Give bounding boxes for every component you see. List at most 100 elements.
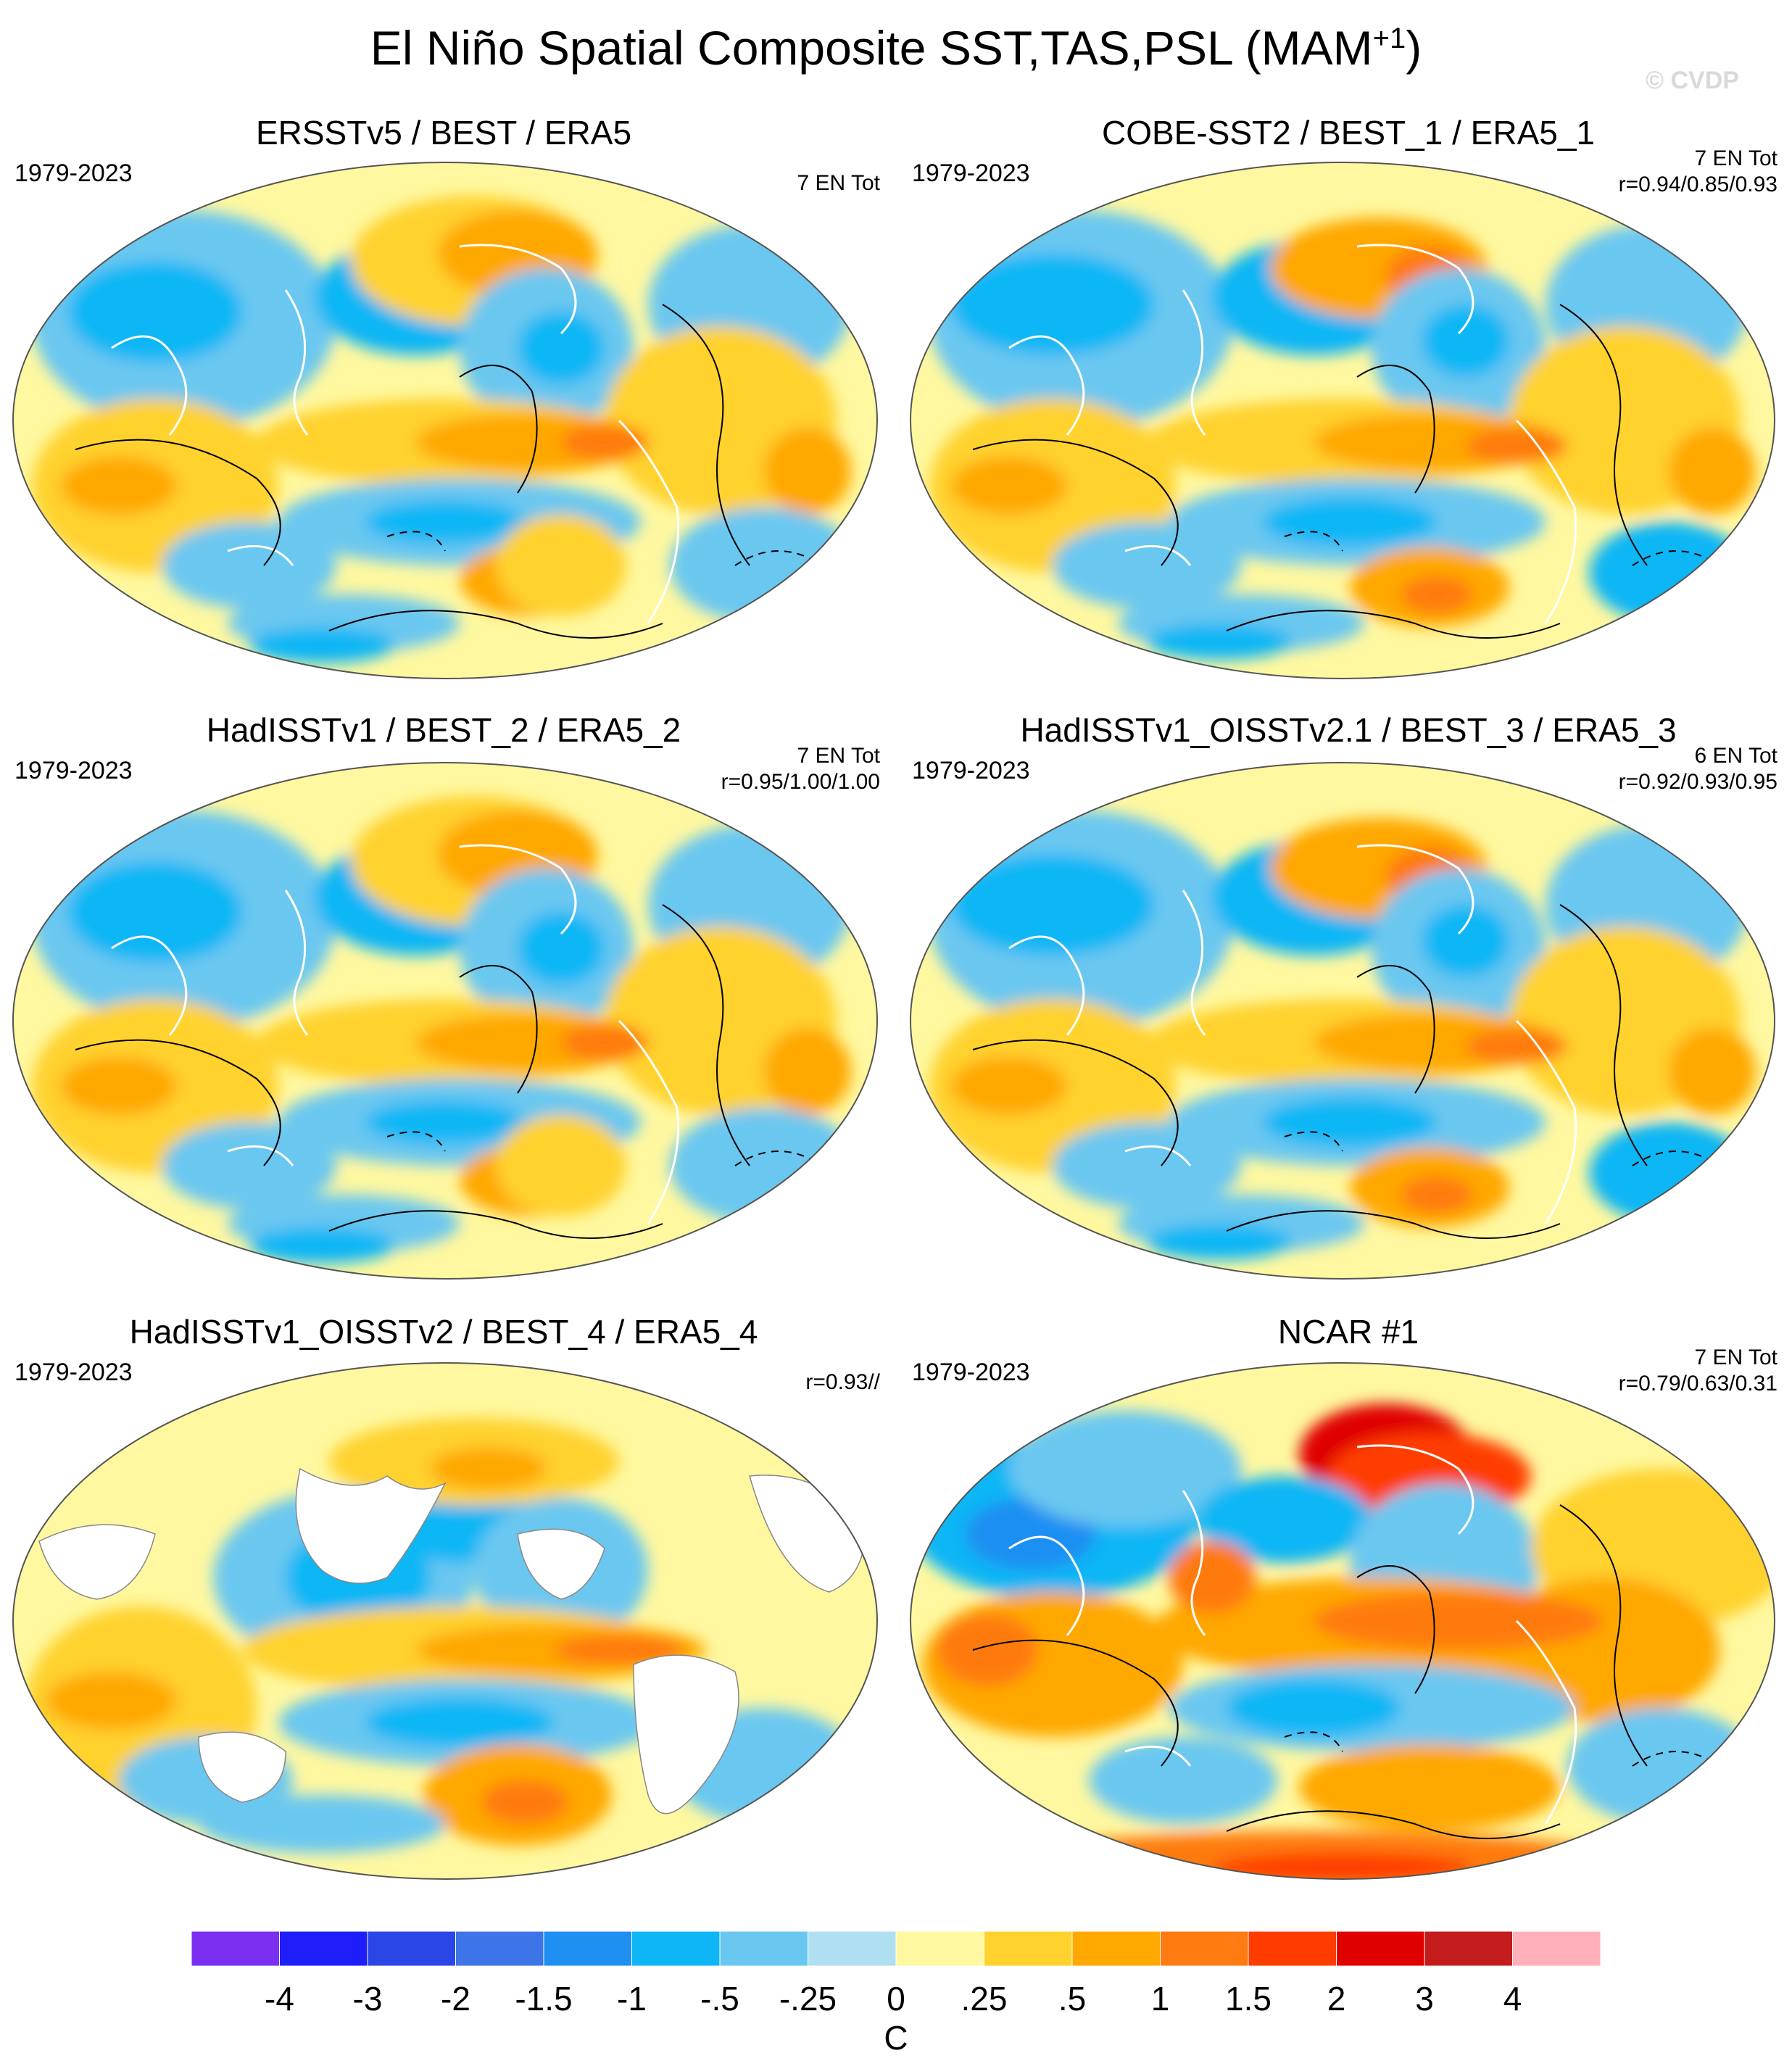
coastline — [1182, 289, 1206, 436]
period-label: 1979-2023 — [912, 1359, 1030, 1386]
anomaly-region — [1401, 1177, 1473, 1213]
colorbar-tick-label: 1 — [1150, 1980, 1170, 2018]
colorbar-tick-label: -1.5 — [515, 1980, 573, 2018]
psl-contour — [972, 1039, 1179, 1166]
anomaly-region — [1053, 1122, 1241, 1209]
anomaly-region — [554, 1635, 684, 1664]
psl-contour — [459, 365, 538, 494]
colorbar-tick-label: 0 — [887, 1980, 905, 2018]
anomaly-region — [1422, 304, 1509, 377]
composite-map — [12, 1362, 879, 1880]
anomaly-region — [1147, 623, 1292, 660]
anomaly-region — [68, 261, 242, 362]
colorbar-tick-label: 2 — [1327, 1980, 1346, 2018]
anomaly-region — [365, 1100, 525, 1144]
colorbar-tick-label: -2 — [441, 1980, 470, 2018]
coastline — [1124, 1145, 1192, 1166]
colorbar-tick-label: .25 — [961, 1980, 1008, 2018]
pattern-correlation: r=0.95/1.00/1.00 — [721, 770, 880, 794]
anomaly-region — [951, 1057, 1067, 1115]
anomaly-region — [249, 1227, 394, 1264]
anomaly-region — [1401, 576, 1473, 613]
figure-title: El Niño Spatial Composite SST,TAS,PSL (M… — [370, 21, 1422, 75]
anomaly-region — [1466, 428, 1567, 463]
colorbar-swatch — [543, 1931, 632, 1967]
anomaly-region — [561, 1025, 648, 1060]
composite-map — [909, 162, 1776, 679]
anomaly-region — [365, 500, 525, 544]
anomaly-region — [951, 457, 1067, 515]
psl-contour — [1356, 365, 1435, 494]
colorbar-swatch — [631, 1931, 721, 1967]
anomaly-region — [561, 425, 648, 460]
anomaly-region — [1089, 1737, 1277, 1824]
anomaly-region — [61, 457, 177, 515]
coastline — [1356, 244, 1474, 335]
coastline — [227, 1145, 294, 1166]
colorbar — [191, 1931, 1601, 1967]
land-mask — [517, 1528, 605, 1600]
anomaly-region — [1263, 1098, 1437, 1147]
psl-contour — [1559, 1504, 1648, 1767]
colorbar-tick-label: -.25 — [779, 1980, 837, 2018]
map-border — [12, 1362, 879, 1880]
psl-contour — [75, 1039, 281, 1166]
anomaly-region — [496, 1115, 626, 1216]
anomaly-region — [764, 428, 851, 515]
psl-contour — [1226, 1810, 1561, 1839]
anomaly-region — [481, 1780, 568, 1824]
anomaly-region — [1669, 1028, 1756, 1115]
coastline — [459, 844, 577, 935]
pattern-correlation: r=0.94/0.85/0.93 — [1618, 173, 1778, 196]
colorbar-tick-label: 4 — [1503, 1980, 1522, 2018]
coastline — [618, 419, 680, 624]
anomaly-region — [951, 854, 1154, 955]
event-count: 7 EN Tot — [1694, 1346, 1778, 1369]
anomaly-region — [68, 861, 242, 963]
map-border — [909, 1362, 1776, 1880]
psl-contour — [459, 965, 538, 1094]
anomaly-region — [1227, 1679, 1401, 1737]
coastline — [1515, 419, 1577, 624]
coastline — [227, 544, 294, 566]
anomaly-region — [1314, 1592, 1604, 1650]
composite-map — [12, 162, 879, 679]
event-count: 7 EN Tot — [797, 171, 880, 195]
anomaly-region — [1466, 1029, 1567, 1063]
colorbar-swatch — [1424, 1931, 1513, 1967]
colorbar-swatch — [191, 1931, 280, 1967]
land-mask — [295, 1467, 447, 1584]
anomaly-region — [1263, 497, 1437, 547]
map-border — [12, 162, 879, 679]
coastline — [284, 289, 309, 436]
colorbar-tick-label: -3 — [352, 1980, 383, 2018]
psl-contour — [75, 439, 281, 566]
colorbar-swatch — [279, 1931, 368, 1967]
event-count: 6 EN Tot — [1694, 744, 1778, 768]
coastline — [1008, 1535, 1085, 1636]
cvdp-watermark: © CVDP — [1646, 67, 1739, 94]
anomaly-region — [937, 1614, 1038, 1686]
psl-contour — [1559, 304, 1648, 566]
colorbar-swatch — [1512, 1931, 1601, 1967]
composite-map — [909, 1362, 1776, 1880]
colorbar-swatch — [1160, 1931, 1249, 1967]
anomaly-region — [1053, 522, 1241, 609]
coastline — [284, 890, 309, 1036]
panel-title: COBE-SST2 / BEST_1 / ERA5_1 — [1101, 114, 1596, 152]
coastline — [1124, 1745, 1192, 1767]
coastline — [618, 1019, 680, 1224]
psl-contour — [328, 610, 663, 639]
map-border — [12, 762, 879, 1280]
psl-contour — [1559, 904, 1648, 1166]
composite-map — [12, 762, 879, 1280]
colorbar-swatch — [455, 1931, 544, 1967]
anomaly-region — [951, 254, 1154, 355]
period-label: 1979-2023 — [14, 757, 133, 784]
anomaly-region — [670, 507, 858, 623]
colorbar-swatch — [808, 1931, 897, 1967]
psl-contour — [1226, 1210, 1561, 1239]
anomaly-region — [431, 1447, 547, 1490]
colorbar-swatch — [1248, 1931, 1337, 1967]
anomaly-region — [518, 912, 605, 984]
